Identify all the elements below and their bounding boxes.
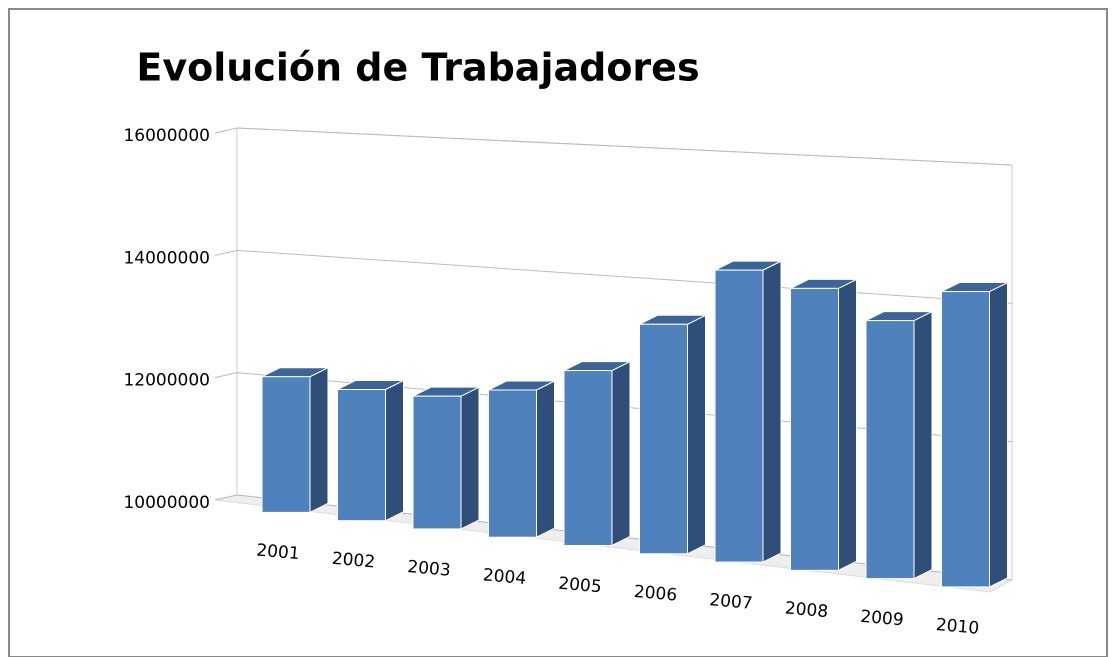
bar-front — [790, 287, 839, 571]
bar — [337, 379, 404, 522]
y-tick-label: 14000000 — [123, 248, 210, 268]
bar-side — [838, 278, 857, 572]
bar — [563, 360, 631, 547]
bar — [790, 278, 857, 572]
bar-side — [460, 386, 480, 530]
bar-side — [762, 260, 782, 563]
bar-front — [941, 291, 990, 588]
bar — [488, 380, 555, 539]
bar-front — [714, 269, 764, 563]
bar — [714, 260, 782, 563]
bar-side — [989, 281, 1008, 588]
x-tick-label: 2009 — [860, 607, 905, 631]
bar-front — [488, 389, 537, 538]
bar-front — [412, 395, 462, 530]
x-tick-label: 2007 — [709, 590, 754, 614]
bar-side — [611, 360, 631, 547]
grid-line — [214, 127, 1013, 166]
bar-front — [563, 370, 613, 546]
bar — [941, 281, 1008, 588]
x-tick-label: 2005 — [558, 574, 603, 598]
x-tick-label: 2001 — [256, 541, 301, 565]
bar-front — [639, 323, 688, 555]
x-tick-label: 2010 — [935, 615, 980, 639]
x-tick-label: 2002 — [331, 549, 376, 573]
bar — [639, 314, 706, 555]
x-tick-label: 2006 — [633, 582, 678, 606]
bar-side — [385, 379, 404, 522]
y-tick-label: 16000000 — [123, 126, 210, 146]
bar — [865, 310, 933, 580]
chart-title: Evolución de Trabajadores — [136, 46, 699, 90]
y-tick-label: 10000000 — [123, 493, 210, 513]
bar-front — [337, 389, 386, 522]
bar-side — [309, 366, 329, 514]
bar-front — [865, 320, 915, 580]
bar-side — [536, 380, 555, 539]
x-tick-label: 2004 — [482, 565, 527, 589]
bar-front — [261, 376, 311, 513]
x-tick-label: 2008 — [784, 598, 829, 622]
bar-side — [913, 310, 933, 580]
bar-side — [687, 314, 706, 555]
y-tick-label: 12000000 — [123, 371, 210, 391]
x-tick-label: 2003 — [407, 557, 452, 581]
bar — [261, 366, 329, 514]
bar — [412, 386, 480, 530]
